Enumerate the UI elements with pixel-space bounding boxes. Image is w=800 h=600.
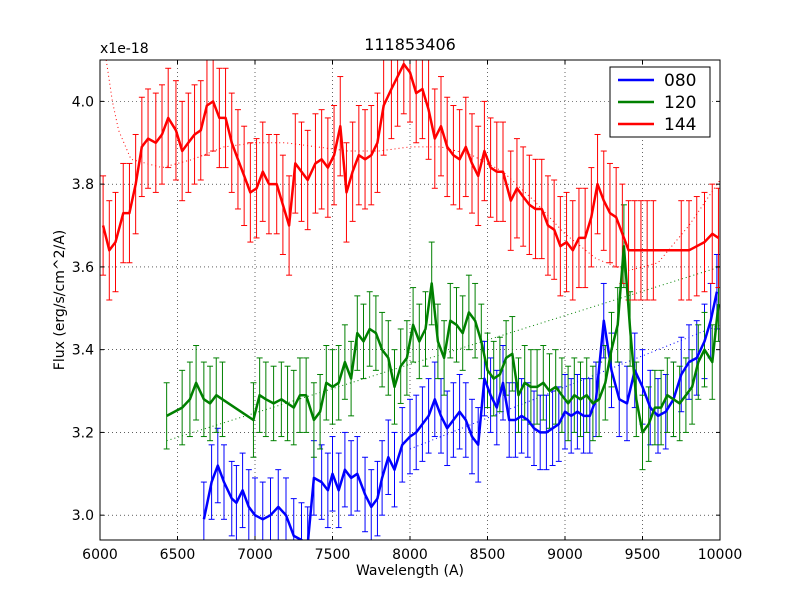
legend-label-080: 080 — [664, 71, 696, 91]
series-lines — [101, 62, 720, 540]
x-tick-label: 10000 — [698, 547, 743, 563]
trend-lines — [105, 60, 720, 450]
x-axis-label: Wavelength (A) — [356, 563, 464, 579]
y-axis-label: Flux (erg/s/cm^2/A) — [52, 230, 68, 370]
y-tick-label: 3.6 — [72, 260, 94, 276]
axis-ticks: 6000 6500 7000 7500 8000 8500 9000 9500 10000 3.0… — [72, 60, 743, 563]
x-tick-label: 6000 — [82, 547, 118, 563]
series-line-144 — [101, 62, 720, 252]
y-tick-label: 4.0 — [72, 94, 94, 110]
trend-line-120 — [166, 266, 720, 442]
x-tick-label: 9500 — [625, 547, 661, 563]
series-line-120 — [166, 244, 720, 434]
x-tick-label: 7500 — [315, 547, 351, 563]
trend-line-144 — [105, 60, 720, 272]
x-tick-label: 6500 — [160, 547, 196, 563]
x-tick-label: 7000 — [237, 547, 273, 563]
offset-label: x1e-18 — [100, 41, 149, 57]
chart-title: 111853406 — [364, 35, 456, 54]
x-tick-label: 8000 — [392, 547, 428, 563]
x-tick-label: 9000 — [547, 547, 583, 563]
x-tick-label: 8500 — [470, 547, 506, 563]
legend-label-144: 144 — [664, 115, 696, 135]
legend-label-120: 120 — [664, 93, 696, 113]
y-tick-label: 3.4 — [72, 343, 94, 359]
y-tick-label: 3.0 — [72, 508, 94, 524]
y-tick-label: 3.2 — [72, 425, 94, 441]
y-tick-label: 3.8 — [72, 177, 94, 193]
series-line-080 — [202, 291, 719, 540]
